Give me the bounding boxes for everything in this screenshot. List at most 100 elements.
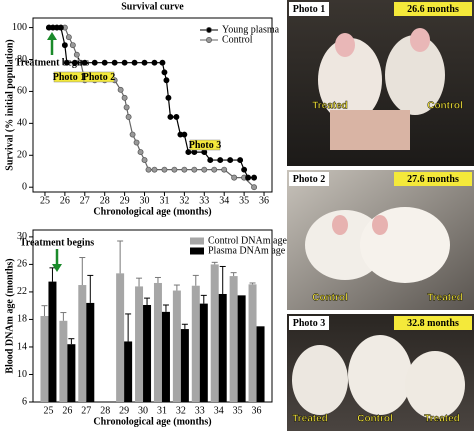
bar [143,304,152,402]
x-tick-label: 25 [40,195,50,206]
arrow-head [47,32,57,40]
survival-line [48,26,255,179]
bar [248,284,257,402]
photo-tag [189,139,221,151]
legend-swatch [190,247,204,255]
y-tick-label: 60 [17,86,27,97]
legend-label: Control [222,34,253,45]
x-tick-label: 32 [179,195,189,206]
bar [135,286,144,402]
photo-tag: Treated [292,414,328,425]
bar [210,264,219,402]
x-tick-label: 28 [100,195,110,206]
y-tick-label: 14 [17,341,27,352]
y-tick-label: 22 [17,286,27,297]
x-tick-label: 31 [157,405,167,416]
point [141,59,148,66]
photo-panel [287,170,474,310]
y-tick-label: 100 [12,22,27,33]
arrow-head [52,264,62,272]
point [181,166,188,173]
bar [237,295,246,402]
photo-label-box [289,172,329,186]
x-tick-label: 29 [120,195,130,206]
photo-tag: Treated [424,414,460,425]
x-tick-label: 36 [252,405,262,416]
point [137,149,144,156]
point [63,59,70,66]
point [181,131,188,138]
y-tick-label: 26 [17,259,27,270]
y-axis-label: Survival (% initial population) [4,39,15,170]
bar [124,341,133,402]
annotation: Treatment begins [15,57,89,68]
photo-tag: Control [312,293,348,304]
y-axis-label: Blood DNAm age (months) [4,258,15,373]
plot-frame [32,229,273,403]
x-tick-label: 33 [199,195,209,206]
y-tick-label: 30 [17,231,27,242]
annotation: Treatment begins [20,237,94,248]
point [251,184,258,191]
point [91,59,98,66]
photo-age-box [394,316,472,330]
bar [59,320,68,402]
bar [161,311,170,402]
y-tick-label: 0 [22,182,27,193]
x-tick-label: 32 [176,405,186,416]
point [161,69,168,76]
photo-age-box [394,172,472,186]
photo-tag: Control [427,101,463,112]
bar [180,329,189,402]
x-tick-label: 28 [100,405,110,416]
photo-tag: Control [357,414,393,425]
photo-label-box [289,316,329,330]
point [111,59,118,66]
bar [172,290,181,402]
bar [256,326,265,402]
x-tick-label: 35 [233,405,243,416]
photo-label-box [289,2,329,16]
bar [78,285,87,402]
point [159,59,166,66]
legend-swatch [190,237,204,245]
x-tick-label: 33 [195,405,205,416]
bar [67,344,76,402]
point [81,59,88,66]
bar [191,285,200,402]
photo-tag [83,71,115,83]
x-axis-label: Chronological age (months) [93,416,211,427]
point [161,166,168,173]
point [191,166,198,173]
point [245,174,252,181]
y-tick-label: 20 [17,150,27,161]
x-tick-label: 30 [138,405,148,416]
point [163,77,170,84]
bar [48,281,57,402]
annotation: Photo 1 [53,72,86,83]
photo-label: Photo 2 [293,174,326,185]
point [241,166,248,173]
point [171,166,178,173]
point [201,166,208,173]
x-tick-label: 27 [80,195,90,206]
annotation: Photo 3 [189,140,222,151]
x-tick-label: 29 [119,405,129,416]
legend-label: Plasma DNAm age [208,245,286,256]
photo-age: 26.6 months [407,4,459,15]
point [227,157,234,164]
x-tick-label: 35 [239,195,249,206]
legend-marker [206,27,212,33]
y-tick-label: 18 [17,314,27,325]
bar [229,276,238,402]
x-tick-label: 26 [62,405,72,416]
point [211,166,218,173]
y-tick-label: 6 [22,396,27,407]
point [151,166,158,173]
point [121,59,128,66]
x-tick-label: 30 [140,195,150,206]
point [123,104,130,111]
photo-label: Photo 1 [293,4,326,15]
photo-age: 27.6 months [407,174,459,185]
